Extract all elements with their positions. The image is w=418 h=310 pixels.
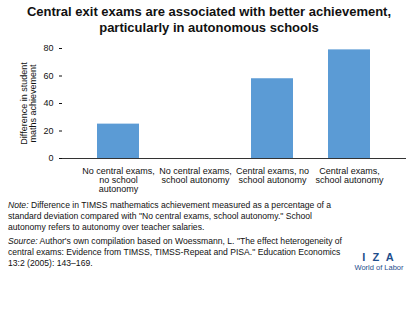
html-text:I Z A: I Z A: [362, 251, 396, 263]
svg-text:No central exams,school autono: No central exams,school autonomy: [159, 166, 232, 185]
svg-text:80: 80: [43, 43, 53, 53]
svg-text:40: 40: [43, 98, 53, 108]
html-text:Central exit exams are associa: Central exit exams are associated with b…: [26, 4, 392, 35]
svg-text:0: 0: [48, 153, 53, 163]
svg-text:60: 60: [43, 71, 53, 81]
html-text:Source: Author's own compilati: Source: Author's own compilation based o…: [8, 236, 342, 268]
html-text:World of Labor: World of Labor: [354, 263, 404, 272]
svg-text:Central exams,school autonomy: Central exams,school autonomy: [315, 166, 384, 185]
svg-text:No central exams,no schoolauto: No central exams,no schoolautonomy: [82, 166, 155, 194]
html-text:Note: Difference in TIMSS math: Note: Difference in TIMSS mathematics ac…: [8, 200, 332, 232]
svg-text:20: 20: [43, 126, 53, 136]
svg-text:Central exams, noschool autono: Central exams, noschool autonomy: [236, 166, 309, 185]
svg-text:Difference in studentmaths ach: Difference in studentmaths achievement: [19, 62, 38, 145]
